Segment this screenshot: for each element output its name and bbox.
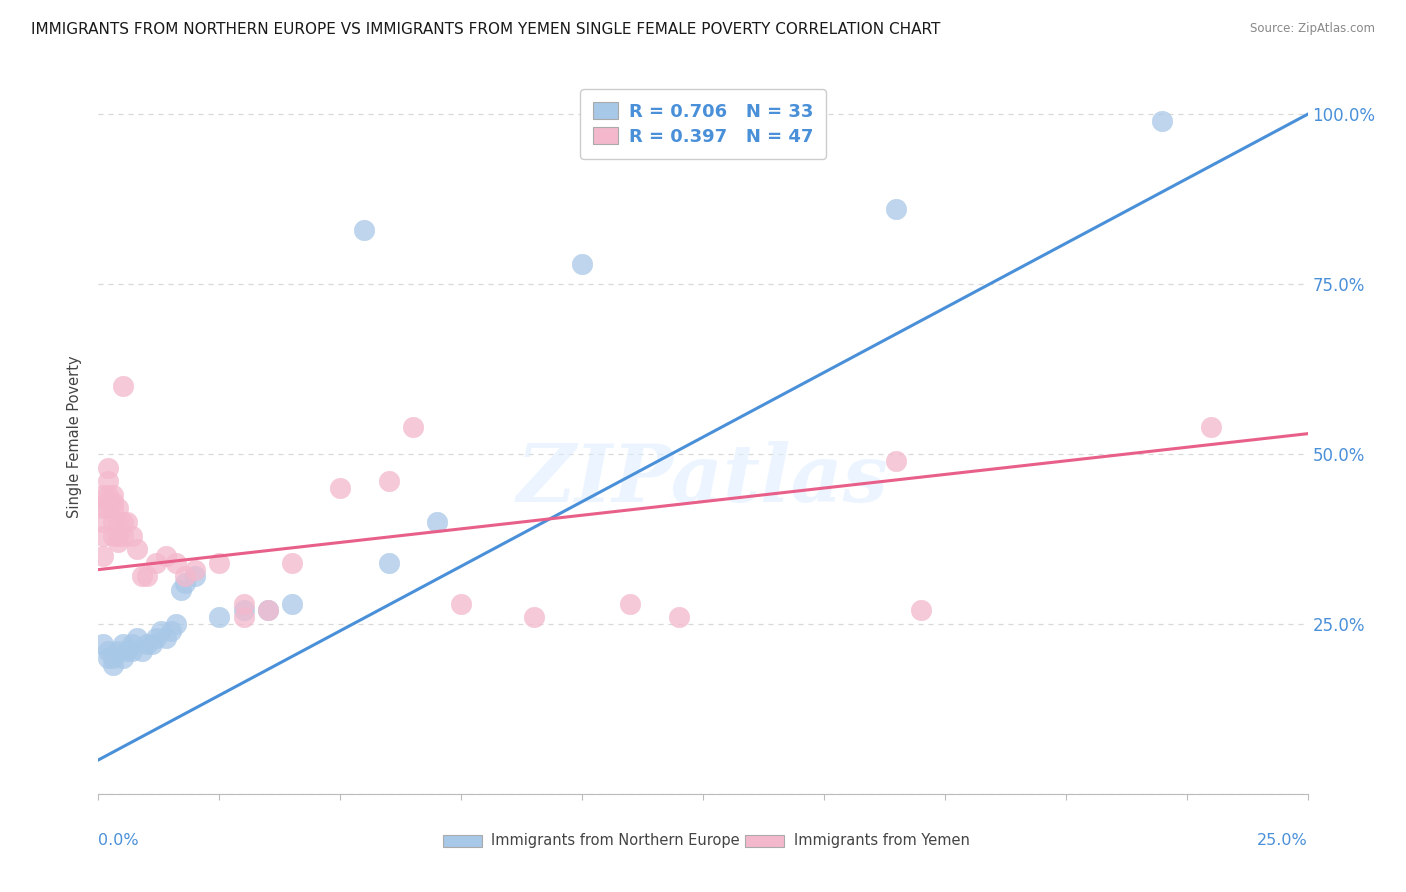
Point — [121, 637, 143, 651]
Legend: R = 0.706   N = 33, R = 0.397   N = 47: R = 0.706 N = 33, R = 0.397 N = 47 — [581, 89, 825, 159]
Point — [111, 379, 134, 393]
Point — [155, 549, 177, 563]
Point — [97, 460, 120, 475]
Point — [107, 535, 129, 549]
Point — [232, 603, 254, 617]
Point — [131, 569, 153, 583]
Point — [232, 610, 254, 624]
Point — [377, 475, 399, 489]
Point — [377, 556, 399, 570]
Point — [886, 202, 908, 217]
Point — [208, 556, 231, 570]
Point — [426, 515, 449, 529]
Point — [91, 549, 114, 563]
Point — [97, 488, 120, 502]
Point — [329, 481, 352, 495]
Point — [91, 501, 114, 516]
Point — [101, 651, 124, 665]
Point — [150, 624, 173, 638]
Text: Immigrants from Yemen: Immigrants from Yemen — [793, 833, 970, 848]
Text: ZIPatlas: ZIPatlas — [517, 442, 889, 518]
Y-axis label: Single Female Poverty: Single Female Poverty — [67, 356, 83, 518]
Point — [111, 515, 134, 529]
Point — [668, 610, 690, 624]
Point — [121, 644, 143, 658]
Point — [208, 610, 231, 624]
Point — [145, 631, 167, 645]
Point — [184, 569, 207, 583]
Point — [131, 644, 153, 658]
Point — [101, 494, 124, 508]
Point — [886, 454, 908, 468]
Point — [281, 597, 304, 611]
Point — [97, 494, 120, 508]
Point — [91, 637, 114, 651]
Point — [107, 515, 129, 529]
Point — [184, 563, 207, 577]
Point — [523, 610, 546, 624]
Bar — [745, 835, 785, 847]
Text: 0.0%: 0.0% — [98, 833, 139, 848]
Point — [353, 223, 375, 237]
Point — [1199, 420, 1222, 434]
Bar — [443, 835, 482, 847]
Text: IMMIGRANTS FROM NORTHERN EUROPE VS IMMIGRANTS FROM YEMEN SINGLE FEMALE POVERTY C: IMMIGRANTS FROM NORTHERN EUROPE VS IMMIG… — [31, 22, 941, 37]
Point — [232, 597, 254, 611]
Point — [174, 576, 197, 591]
Point — [165, 617, 187, 632]
Point — [141, 637, 163, 651]
Point — [91, 515, 114, 529]
Point — [256, 603, 278, 617]
Point — [107, 644, 129, 658]
Point — [402, 420, 425, 434]
Point — [450, 597, 472, 611]
Point — [165, 556, 187, 570]
Point — [127, 542, 149, 557]
Point — [571, 257, 593, 271]
Point — [117, 515, 139, 529]
Point — [910, 603, 932, 617]
Point — [97, 501, 120, 516]
Point — [107, 501, 129, 516]
Point — [101, 488, 124, 502]
Point — [160, 624, 183, 638]
Point — [111, 528, 134, 542]
Point — [256, 603, 278, 617]
Point — [1152, 114, 1174, 128]
Point — [135, 569, 157, 583]
Text: Immigrants from Northern Europe: Immigrants from Northern Europe — [492, 833, 740, 848]
Point — [101, 657, 124, 672]
Point — [121, 528, 143, 542]
Point — [127, 631, 149, 645]
Point — [101, 501, 124, 516]
Point — [155, 631, 177, 645]
Point — [97, 651, 120, 665]
Point — [97, 644, 120, 658]
Point — [107, 528, 129, 542]
Point — [91, 488, 114, 502]
Point — [111, 651, 134, 665]
Point — [169, 582, 191, 597]
Point — [101, 515, 124, 529]
Point — [111, 637, 134, 651]
Text: 25.0%: 25.0% — [1257, 833, 1308, 848]
Point — [91, 528, 114, 542]
Point — [97, 475, 120, 489]
Point — [281, 556, 304, 570]
Point — [117, 644, 139, 658]
Point — [174, 569, 197, 583]
Point — [619, 597, 641, 611]
Text: Source: ZipAtlas.com: Source: ZipAtlas.com — [1250, 22, 1375, 36]
Point — [101, 528, 124, 542]
Point — [145, 556, 167, 570]
Point — [135, 637, 157, 651]
